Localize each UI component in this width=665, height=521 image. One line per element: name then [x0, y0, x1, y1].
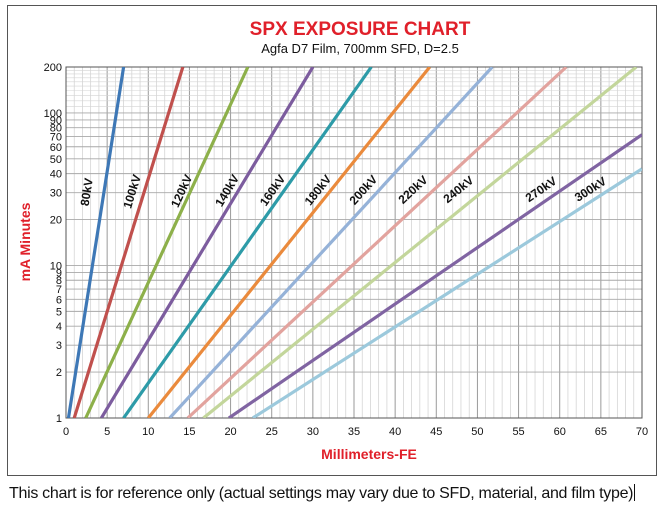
x-tick-label: 50 [471, 426, 483, 438]
y-tick-label: 50 [50, 154, 62, 166]
grid [65, 66, 643, 419]
series-line-180kv [147, 67, 431, 418]
y-tick-label: 9 [56, 267, 62, 279]
x-tick-label: 55 [512, 426, 524, 438]
y-tick-label: 5 [56, 306, 62, 318]
series-line-220kv [186, 67, 568, 418]
y-tick-label: 1 [56, 413, 62, 425]
chart-frame: SPX EXPOSURE CHART Agfa D7 Film, 700mm S… [7, 5, 657, 476]
footnote: This chart is for reference only (actual… [9, 484, 636, 503]
x-tick-label: 0 [63, 426, 69, 438]
y-tick-label: 4 [56, 321, 62, 333]
series-line-80kv [66, 67, 126, 418]
y-tick-label: 60 [50, 142, 62, 154]
series-line-270kv [228, 133, 642, 418]
series-line-140kv [100, 67, 315, 418]
series-label-80kv: 80kV [78, 177, 96, 207]
series-line-200kv [168, 67, 494, 418]
x-tick-label: 70 [636, 426, 648, 438]
text-cursor [634, 484, 636, 501]
series-line-120kv [84, 67, 250, 418]
x-tick-label: 20 [224, 426, 236, 438]
x-tick-label: 45 [430, 426, 442, 438]
y-tick-label: 80 [50, 123, 62, 135]
x-tick-label: 35 [348, 426, 360, 438]
tick-labels: 0 5 10 15 20 25 30 35 40 45 50 55 60 65 70123456789102… [44, 62, 648, 438]
y-tick-label: 2 [56, 367, 62, 379]
y-tick-label: 200 [44, 62, 62, 74]
y-tick-label: 10 [50, 260, 62, 272]
y-tick-label: 90 [50, 115, 62, 127]
series-line-100kv [72, 67, 185, 418]
exposure-chart: SPX EXPOSURE CHART Agfa D7 Film, 700mm S… [17, 19, 648, 462]
chart-title: SPX EXPOSURE CHART [250, 19, 471, 40]
footnote-text: This chart is for reference only (actual… [9, 485, 634, 502]
y-tick-label: 20 [50, 215, 62, 227]
y-axis-label: mA Minutes [17, 202, 33, 281]
x-tick-label: 65 [595, 426, 607, 438]
y-tick-label: 40 [50, 169, 62, 181]
series-line-160kv [122, 67, 373, 418]
x-tick-label: 30 [307, 426, 319, 438]
x-tick-label: 15 [183, 426, 195, 438]
x-tick-label: 10 [142, 426, 154, 438]
series-line-240kv [202, 67, 638, 418]
series-lines [66, 67, 642, 418]
x-tick-label: 40 [389, 426, 401, 438]
series-line-300kv [251, 167, 642, 418]
y-tick-label: 70 [50, 132, 62, 144]
x-tick-label: 60 [554, 426, 566, 438]
y-tick-label: 3 [56, 340, 62, 352]
x-tick-label: 5 [104, 426, 110, 438]
plot-border [65, 66, 643, 419]
y-tick-label: 30 [50, 188, 62, 200]
y-tick-label: 7 [56, 284, 62, 296]
y-tick-label: 8 [56, 275, 62, 287]
x-axis-label: Millimeters-FE [321, 446, 417, 462]
x-tick-label: 25 [266, 426, 278, 438]
chart-subtitle: Agfa D7 Film, 700mm SFD, D=2.5 [261, 41, 459, 56]
y-tick-label: 100 [44, 108, 62, 120]
y-tick-label: 6 [56, 294, 62, 306]
